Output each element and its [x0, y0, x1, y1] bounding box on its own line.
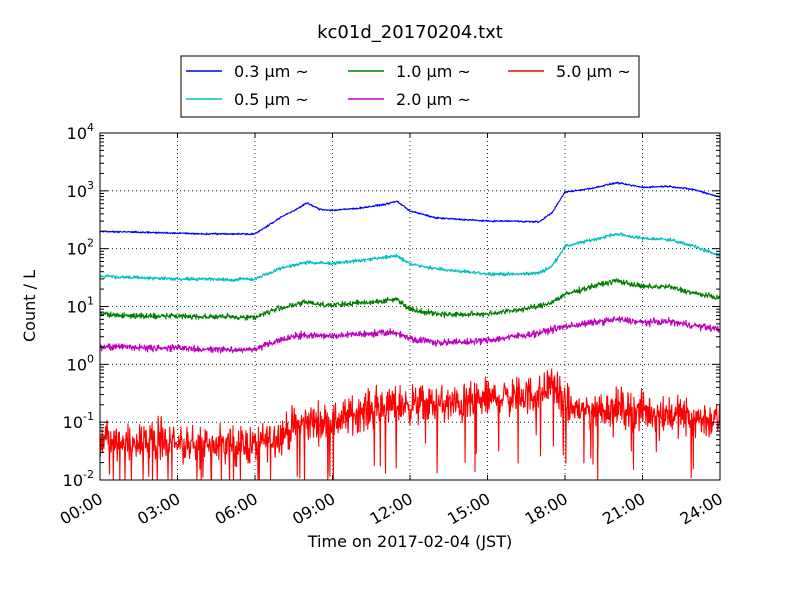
y-tick-base: 10: [67, 355, 87, 374]
legend-box: [180, 55, 640, 118]
y-tick-label: 104: [67, 121, 94, 143]
series-line: [99, 368, 721, 481]
y-tick-exponent: 0: [87, 352, 94, 365]
y-axis-label: Count / L: [20, 270, 39, 342]
series-line: [99, 278, 721, 321]
series-line: [99, 181, 721, 236]
y-tick-label: 103: [67, 179, 94, 201]
y-tick-label: 101: [67, 295, 94, 317]
y-tick-label: 10-2: [63, 468, 94, 490]
series-line: [99, 232, 721, 283]
y-tick-base: 10: [63, 471, 83, 490]
y-tick-base: 10: [67, 240, 87, 259]
y-tick-exponent: -1: [83, 410, 94, 423]
y-tick-base: 10: [67, 298, 87, 317]
y-tick-base: 10: [63, 413, 83, 432]
y-tick-base: 10: [67, 124, 87, 143]
legend-label: 0.5 µm ~: [234, 90, 309, 109]
grid-lines: [100, 133, 720, 480]
series-lines: [99, 181, 721, 481]
chart-title: kc01d_20170204.txt: [317, 22, 503, 43]
y-tick-label: 10-1: [63, 410, 94, 432]
legend-label: 5.0 µm ~: [556, 62, 631, 81]
y-tick-exponent: 3: [87, 179, 94, 192]
x-axis-label: Time on 2017-02-04 (JST): [307, 532, 512, 551]
y-tick-label: 100: [67, 352, 94, 374]
y-tick-label: 102: [67, 237, 94, 259]
y-tick-exponent: 4: [87, 121, 94, 134]
y-tick-exponent: -2: [83, 468, 94, 481]
series-line: [99, 315, 721, 354]
legend-label: 1.0 µm ~: [396, 62, 471, 81]
y-tick-exponent: 1: [87, 295, 94, 308]
legend-label: 0.3 µm ~: [234, 62, 309, 81]
legend: 0.3 µm ~ 0.5 µm ~ 1.0 µm ~ 2.0 µm ~ 5.0 µm ~: [180, 55, 640, 118]
y-tick-exponent: 2: [87, 237, 94, 250]
legend-label: 2.0 µm ~: [396, 90, 471, 109]
y-tick-base: 10: [67, 182, 87, 201]
